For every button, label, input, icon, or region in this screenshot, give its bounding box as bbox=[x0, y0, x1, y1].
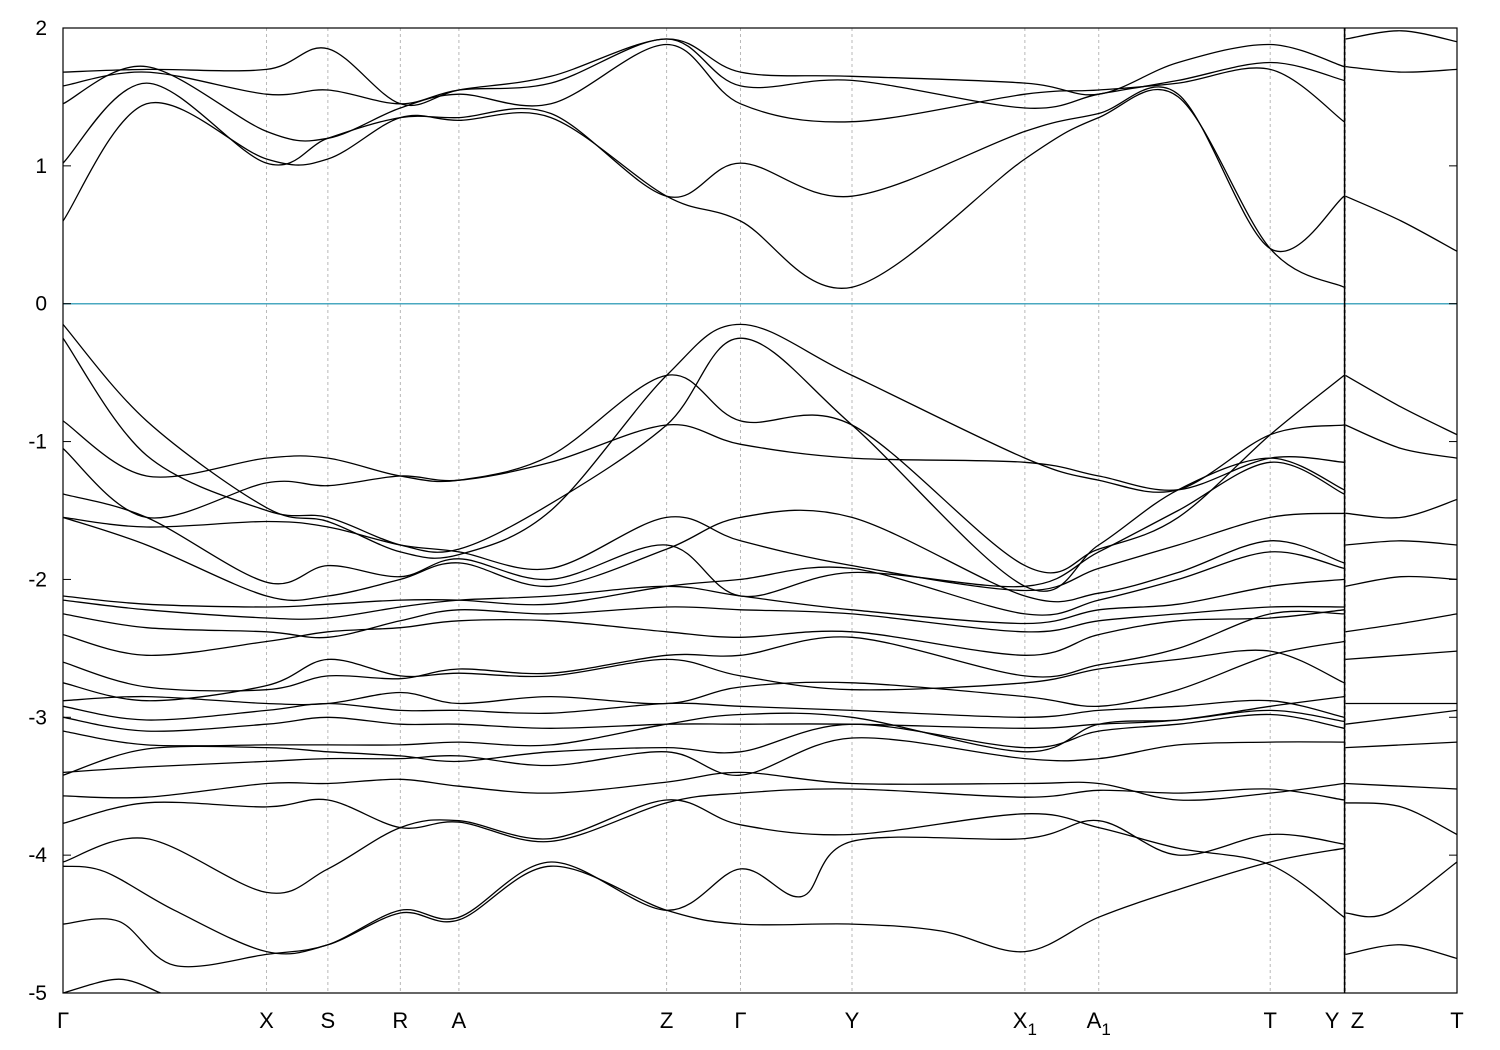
band-line-13 bbox=[63, 610, 1345, 692]
k-point-subscript-8: 1 bbox=[1027, 1020, 1036, 1039]
y-tick-label-3: -1 bbox=[28, 431, 47, 454]
band-line-right-9 bbox=[1345, 575, 1457, 587]
k-point-label-7: Y bbox=[845, 1008, 860, 1033]
band-line-right-10 bbox=[1345, 540, 1457, 546]
k-point-label-2: S bbox=[321, 1008, 336, 1033]
k-point-label-0: Γ bbox=[57, 1008, 69, 1033]
band-line-25 bbox=[63, 88, 1345, 290]
k-point-label-6: Γ bbox=[734, 1008, 746, 1033]
band-line-17 bbox=[63, 551, 1345, 616]
k-point-label-5: Z bbox=[660, 1008, 673, 1033]
y-axis-ticks: 2 1 0 -1 -2 -3 -4 -5 bbox=[28, 17, 1457, 1005]
band-line-right-3 bbox=[1345, 782, 1457, 790]
band-line-right-4 bbox=[1345, 741, 1457, 749]
band-line-right-11 bbox=[1345, 498, 1457, 519]
y-tick-label-4: -2 bbox=[28, 568, 47, 591]
band-line-9 bbox=[63, 695, 1345, 732]
x-axis-ticks: Γ X S R A Z Γ Y X1 A1 T Y Z T bbox=[57, 1008, 1464, 1039]
band-line-18 bbox=[63, 509, 1345, 603]
y-tick-label-6: -4 bbox=[28, 844, 47, 867]
kpoint-grid-lines bbox=[266, 28, 1346, 993]
k-point-label-4: A bbox=[452, 1008, 467, 1033]
k-point-subscript-9: 1 bbox=[1101, 1020, 1110, 1039]
k-point-label-12: Z bbox=[1351, 1008, 1364, 1033]
band-line-23 bbox=[63, 337, 1345, 592]
band-line-right-2 bbox=[1345, 802, 1457, 836]
band-line-15 bbox=[63, 605, 1345, 639]
band-line-right-13 bbox=[1345, 374, 1457, 436]
band-line-12 bbox=[63, 649, 1345, 702]
k-point-label-9: A1 bbox=[1087, 1008, 1111, 1039]
k-point-label-1: X bbox=[259, 1008, 274, 1033]
k-point-label-10: T bbox=[1263, 1008, 1276, 1033]
band-line-11 bbox=[63, 640, 1345, 708]
band-line-8 bbox=[63, 709, 1345, 753]
plot-frame bbox=[62, 27, 1458, 994]
y-tick-label-7: -5 bbox=[28, 982, 47, 1005]
band-line-right-0 bbox=[1345, 861, 1457, 918]
band-line-7 bbox=[63, 713, 1345, 776]
band-line-right-5 bbox=[1345, 709, 1457, 725]
band-line-21 bbox=[63, 424, 1345, 519]
k-point-label-13: T bbox=[1450, 1008, 1463, 1033]
band-line-14 bbox=[63, 609, 1345, 656]
band-line-right-1 bbox=[1345, 944, 1457, 960]
band-line-16 bbox=[63, 578, 1345, 625]
band-line-1 bbox=[63, 819, 1345, 968]
y-tick-label-0: 2 bbox=[35, 17, 47, 40]
band-line-20 bbox=[63, 461, 1345, 598]
k-point-label-3: R bbox=[392, 1008, 408, 1033]
band-line-3 bbox=[63, 799, 1345, 918]
band-line-2 bbox=[63, 847, 1345, 955]
band-line-22 bbox=[63, 374, 1345, 574]
band-line-0 bbox=[63, 978, 161, 993]
band-line-4 bbox=[63, 788, 1345, 843]
band-line-29 bbox=[63, 38, 1345, 107]
y-tick-label-2: 0 bbox=[35, 293, 47, 316]
band-line-5 bbox=[63, 771, 1345, 801]
band-line-26 bbox=[63, 82, 1345, 253]
band-line-19 bbox=[63, 512, 1345, 592]
y-tick-label-1: 1 bbox=[35, 155, 47, 178]
band-line-right-8 bbox=[1345, 613, 1457, 633]
band-line-right-14 bbox=[1345, 195, 1457, 252]
band-line-right-12 bbox=[1345, 424, 1457, 459]
band-line-right-16 bbox=[1345, 30, 1457, 43]
band-lines bbox=[63, 28, 1457, 993]
band-line-right-7 bbox=[1345, 650, 1457, 661]
k-point-label-8: X1 bbox=[1013, 1008, 1037, 1039]
k-point-label-11: Y bbox=[1325, 1008, 1340, 1033]
y-tick-label-5: -3 bbox=[28, 706, 47, 729]
band-line-6 bbox=[63, 737, 1345, 776]
band-line-24 bbox=[63, 323, 1345, 559]
band-line-right-15 bbox=[1345, 65, 1457, 73]
